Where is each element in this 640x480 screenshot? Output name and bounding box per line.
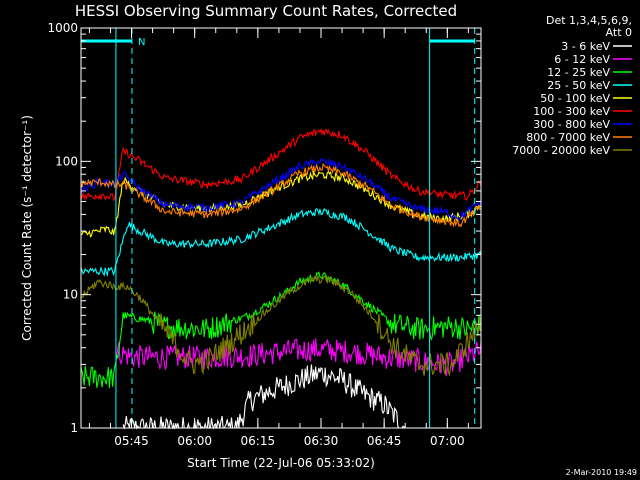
legend-entry-label: 300 - 800 keV	[533, 118, 610, 131]
legend-entry-label: 50 - 100 keV	[540, 92, 610, 105]
marker-layer: N	[81, 28, 476, 428]
x-tick-label: 06:30	[304, 434, 339, 448]
series-line	[122, 364, 406, 430]
legend-entry-label: 100 - 300 keV	[533, 105, 610, 118]
x-tick-label: 06:00	[177, 434, 212, 448]
x-tick-label: 05:45	[114, 434, 149, 448]
night-marker-label: N	[138, 37, 145, 48]
series-line	[80, 162, 482, 228]
x-tick-label: 06:15	[241, 434, 276, 448]
y-tick-label: 10	[63, 288, 78, 302]
legend-entry-label: 6 - 12 keV	[554, 53, 610, 66]
series-line	[80, 128, 482, 202]
axis-layer: 1 10 100 1000 05:45 06:00 06:15 06:30 06:45 07:00	[47, 21, 482, 448]
legend-entry-label: 25 - 50 keV	[547, 79, 610, 92]
legend-entry-label: 800 - 7000 keV	[526, 131, 610, 144]
y-axis-label: Corrected Count Rate (s⁻¹ detector⁻¹)	[20, 115, 34, 341]
y-tick-label: 1000	[47, 21, 78, 35]
y-tick-label: 100	[55, 154, 78, 168]
chart-title: HESSI Observing Summary Count Rates, Cor…	[75, 2, 457, 20]
legend-entry-label: 3 - 6 keV	[561, 40, 610, 53]
x-tick-label: 07:00	[430, 434, 465, 448]
x-tick-label: 06:45	[367, 434, 402, 448]
legend-header: Att 0	[606, 26, 632, 39]
legend-entry-label: 7000 - 20000 keV	[512, 144, 610, 157]
series-layer	[80, 128, 482, 430]
y-tick-label: 1	[70, 421, 78, 435]
series-line	[80, 273, 482, 377]
plot-frame	[80, 27, 482, 429]
legend-entry-label: 12 - 25 keV	[547, 66, 610, 79]
timestamp: 2-Mar-2010 19:49	[566, 468, 637, 477]
series-line	[80, 157, 482, 223]
x-axis-label: Start Time (22-Jul-06 05:33:02)	[187, 456, 375, 470]
legend-header: Det 1,3,4,5,6,9,	[546, 14, 632, 27]
series-line	[80, 271, 482, 389]
series-line	[80, 207, 482, 278]
